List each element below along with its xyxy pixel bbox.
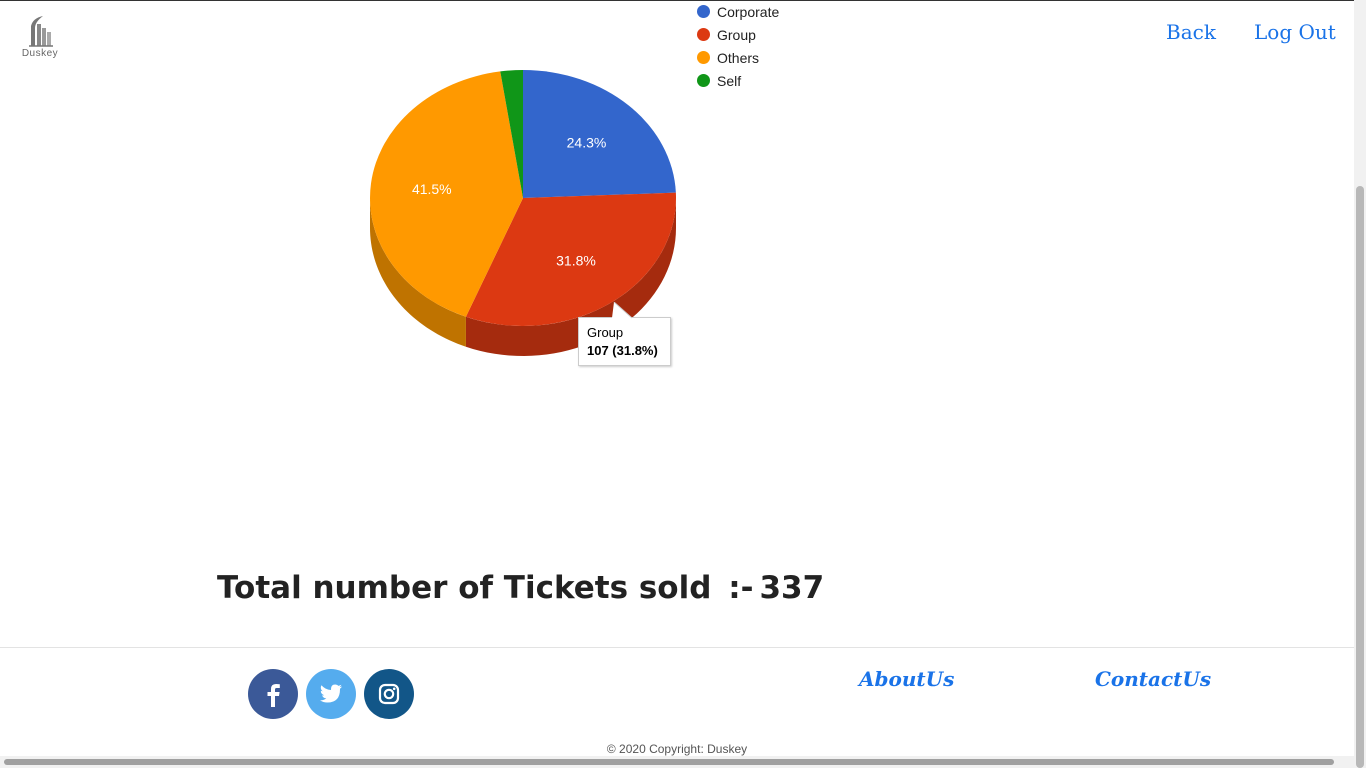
horizontal-scrollbar[interactable] [0,756,1354,768]
footer-divider [0,647,1354,648]
legend-dot-corporate [697,5,710,18]
pie-slice-others[interactable] [370,71,523,317]
facebook-icon [267,684,280,707]
total-value: 337 [759,570,825,606]
horizontal-scrollbar-thumb[interactable] [4,759,1334,765]
top-border [0,0,1354,1]
tooltip-value: 107 (31.8%) [587,343,658,358]
total-label: Total number of Tickets sold [217,570,712,606]
total-separator: :- [728,570,754,606]
vertical-scrollbar[interactable] [1354,0,1366,768]
brand-name: Duskey [21,48,59,59]
pie-slice-corporate[interactable] [523,70,676,198]
twitter-icon [320,684,342,703]
twitter-button[interactable] [306,669,356,719]
pie-label-corporate: 24.3% [567,135,607,151]
tooltip-title: Group [587,325,624,340]
legend-label-self: Self [717,72,742,89]
chart-legend: Corporate Group Others Self [697,0,779,92]
legend-item-self[interactable]: Self [697,69,779,92]
pie-side-others [370,198,466,347]
legend-label-group: Group [717,26,756,43]
copyright-text: © 2020 Copyright: Duskey [606,742,748,756]
instagram-icon [378,683,400,705]
instagram-button[interactable] [364,669,414,719]
pie-label-others: 41.5% [412,181,452,197]
legend-dot-group [697,28,710,41]
facebook-button[interactable] [248,669,298,719]
chart-tooltip: Group 107 (31.8%) [578,317,671,366]
legend-dot-self [697,74,710,87]
back-link[interactable]: Back [1166,20,1216,44]
pie-slice-self[interactable] [500,70,523,198]
legend-item-corporate[interactable]: Corporate [697,0,779,23]
pie-label-group: 31.8% [556,253,596,269]
legend-label-others: Others [717,49,760,66]
building-logo-icon [29,16,53,47]
legend-item-others[interactable]: Others [697,46,779,69]
legend-dot-others [697,51,710,64]
logout-link[interactable]: Log Out [1254,20,1336,44]
about-us-link[interactable]: AboutUs [859,667,955,691]
total-tickets: Total number of Tickets sold :- 337 [217,570,824,606]
pie-slice-group[interactable] [465,192,677,326]
tooltip-tail [612,302,633,319]
brand-logo[interactable]: Duskey [18,14,62,66]
vertical-scrollbar-thumb[interactable] [1356,186,1364,768]
legend-item-group[interactable]: Group [697,23,779,46]
contact-us-link[interactable]: ContactUs [1095,667,1212,691]
legend-label-corporate: Corporate [717,3,780,20]
